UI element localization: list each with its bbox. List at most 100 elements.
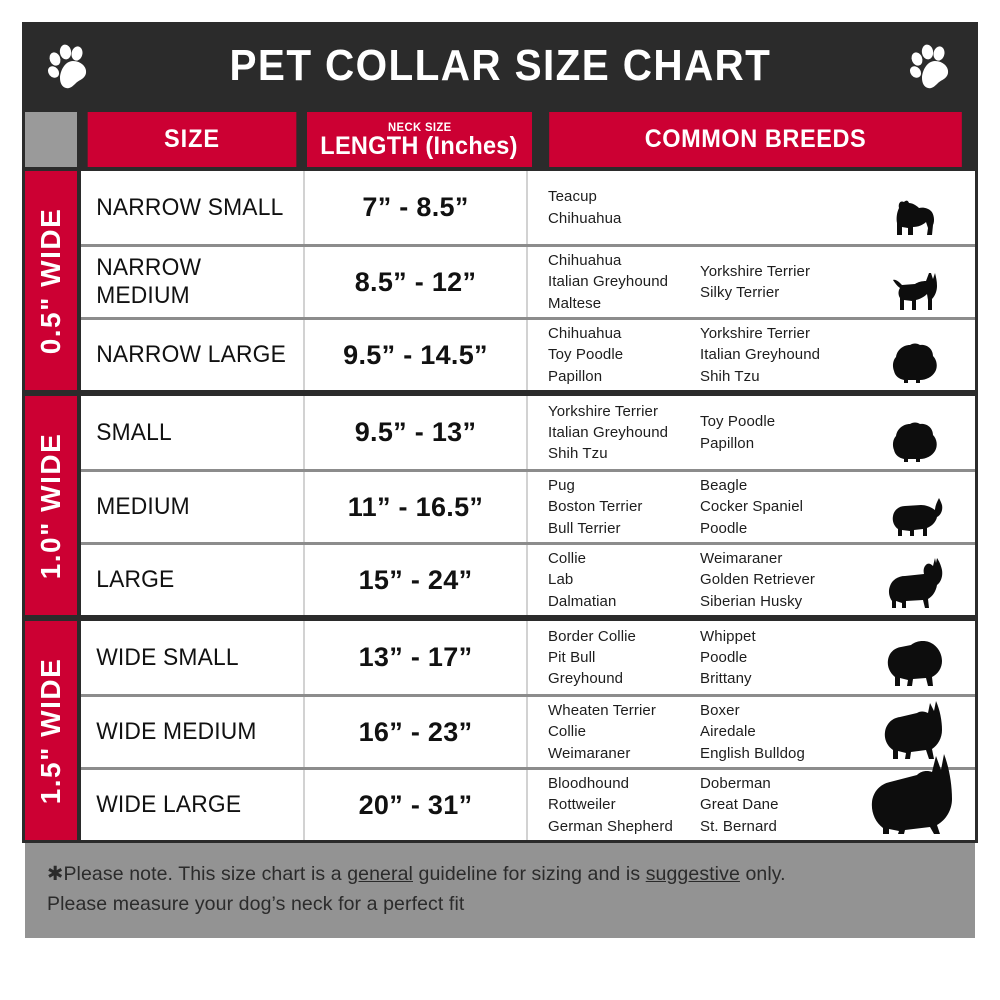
breed-name: Yorkshire Terrier: [700, 262, 811, 280]
cell-common-breeds: Pug Boston Terrier Bull Terrier Beagle Cocke…: [528, 472, 857, 542]
footer-line-1: ✱Please note. This size chart is a gener…: [47, 859, 953, 889]
breed-name: Toy Poodle: [548, 346, 624, 364]
breed-name: Lab: [548, 571, 574, 589]
column-header-length: NECK SIZE LENGTH (Inches): [307, 112, 532, 167]
cell-neck-length: 7” - 8.5”: [303, 171, 528, 244]
breed-name: Collie: [548, 723, 587, 741]
boxer-silhouette-icon: [857, 697, 975, 767]
cell-neck-length: 9.5” - 14.5”: [303, 320, 528, 390]
breed-column: Bloodhound Rottweiler German Shepherd: [548, 773, 700, 837]
cell-size-name: WIDE MEDIUM: [96, 718, 257, 745]
pug-silhouette-icon: [857, 472, 975, 542]
footer-underline-suggestive: suggestive: [645, 863, 740, 885]
group-rows: WIDE SMALL 13” - 17” Border Collie Pit Bull…: [81, 621, 975, 840]
breed-name: Italian Greyhound: [548, 273, 669, 291]
breed-name: Siberian Husky: [700, 592, 803, 610]
chihuahua-silhouette-icon: [857, 247, 975, 317]
doberman-silhouette-icon: [857, 754, 975, 840]
size-group: 1.5" WIDE WIDE SMALL 13” - 17” Border Colli…: [22, 618, 978, 843]
breed-name: Weimaraner: [700, 550, 783, 568]
cell-size-name: WIDE SMALL: [96, 643, 239, 671]
breed-name: Rottweiler: [548, 796, 616, 814]
breed-name: Wheaten Terrier: [548, 702, 656, 720]
breed-name: St. Bernard: [700, 817, 777, 835]
breed-column: Collie Lab Dalmatian: [548, 548, 700, 612]
breed-name: Pug: [548, 477, 575, 495]
breed-column: Whippet Poodle Brittany: [700, 626, 852, 690]
breed-column: Yorkshire Terrier Italian Greyhound Shih T…: [700, 323, 852, 387]
cell-common-breeds: Chihuahua Toy Poodle Papillon Yorkshire Ter…: [528, 320, 857, 390]
cell-size-name: SMALL: [96, 418, 172, 446]
breed-name: Weimaraner: [548, 744, 631, 762]
breed-name: Italian Greyhound: [700, 346, 821, 364]
breed-name: Chihuahua: [548, 325, 622, 343]
breed-name: Cocker Spaniel: [700, 498, 804, 516]
breed-column: Weimaraner Golden Retriever Siberian Husky: [700, 548, 852, 612]
group-width-label: 1.5" WIDE: [25, 621, 77, 840]
breed-name: Silky Terrier: [700, 284, 780, 301]
breed-name: English Bulldog: [700, 744, 805, 762]
retriever-silhouette-icon: [857, 545, 975, 615]
header-corner-cell: [25, 112, 77, 167]
breed-column: Pug Boston Terrier Bull Terrier: [548, 475, 700, 539]
breed-name: Poodle: [700, 648, 748, 666]
breed-name: Yorkshire Terrier: [700, 325, 811, 343]
breed-name: Maltese: [548, 294, 602, 312]
breed-name: Border Collie: [548, 627, 637, 645]
breed-column: Toy Poodle Papillon: [700, 411, 852, 454]
breed-name: Dalmatian: [548, 592, 617, 610]
table-row: MEDIUM 11” - 16.5” Pug Boston Terrier Bull T…: [81, 469, 975, 542]
breed-name: Teacup: [548, 188, 597, 206]
breed-name: Toy Poodle: [700, 413, 776, 431]
yorkshire-terrier-silhouette-icon: [857, 171, 975, 244]
breed-name: Chihuahua: [548, 252, 622, 270]
breed-column: Yorkshire Terrier Italian Greyhound Shih T…: [548, 401, 700, 465]
table-row: WIDE MEDIUM 16” - 23” Wheaten Terrier Colli…: [81, 694, 975, 767]
breed-name: Shih Tzu: [548, 445, 608, 463]
footer-text-b: guideline for sizing and is: [412, 863, 646, 885]
pomeranian-silhouette-icon: [857, 320, 975, 390]
breed-column: Boxer Airedale English Bulldog: [700, 700, 852, 764]
paw-print-icon: [909, 44, 949, 89]
cell-neck-length: 16” - 23”: [303, 697, 528, 767]
footer-text-c: only.: [739, 863, 786, 885]
table-row: WIDE SMALL 13” - 17” Border Collie Pit Bull…: [81, 621, 975, 694]
breed-name: Italian Greyhound: [548, 423, 669, 441]
column-header-length-sub: NECK SIZE: [387, 119, 452, 134]
paw-print-icon: [47, 44, 87, 89]
breed-name: Whippet: [700, 627, 756, 645]
breed-name: Airedale: [700, 723, 756, 741]
table-row: NARROW LARGE 9.5” - 14.5” Chihuahua Toy Poo…: [81, 317, 975, 390]
footer-note: ✱Please note. This size chart is a gener…: [25, 843, 975, 938]
breed-name: Yorkshire Terrier: [548, 402, 659, 420]
breed-name: Golden Retriever: [700, 571, 815, 589]
cell-neck-length: 15” - 24”: [303, 545, 528, 615]
breed-name: Bloodhound: [548, 775, 630, 793]
column-header-size: SIZE: [87, 112, 297, 167]
breed-name: Papillon: [700, 434, 755, 452]
table-row: NARROW MEDIUM 8.5” - 12” Chihuahua Italian …: [81, 244, 975, 317]
breed-name: Chihuahua: [548, 209, 622, 227]
table-row: NARROW SMALL 7” - 8.5” Teacup Chihuahua: [81, 171, 975, 244]
breed-name: Greyhound: [548, 670, 624, 688]
table-row: LARGE 15” - 24” Collie Lab Dalmatian Weimaran…: [81, 542, 975, 615]
breed-name: Brittany: [700, 670, 752, 688]
cell-common-breeds: Collie Lab Dalmatian Weimaraner Golden Retri…: [528, 545, 857, 615]
group-width-label-text: 1.0" WIDE: [35, 432, 66, 579]
breed-column: Teacup Chihuahua: [548, 186, 700, 229]
cell-size-name: WIDE LARGE: [96, 791, 242, 818]
group-width-label: 1.0" WIDE: [25, 396, 77, 615]
cell-common-breeds: Border Collie Pit Bull Greyhound Whippet Poo…: [528, 621, 857, 694]
cell-common-breeds: Teacup Chihuahua: [528, 171, 857, 244]
breed-name: Poodle: [700, 519, 748, 537]
breed-name: German Shepherd: [548, 817, 673, 835]
footer-underline-general: general: [347, 863, 413, 885]
breed-column: Yorkshire Terrier Silky Terrier: [700, 261, 852, 304]
breed-column: Wheaten Terrier Collie Weimaraner: [548, 700, 700, 764]
group-width-label-text: 0.5" WIDE: [35, 207, 66, 354]
pomeranian-silhouette-icon: [857, 396, 975, 469]
breed-column: Chihuahua Toy Poodle Papillon: [548, 323, 700, 387]
cell-size-name: NARROW SMALL: [96, 193, 284, 221]
cell-size-name: NARROW MEDIUM: [96, 254, 202, 309]
page-title: PET COLLAR SIZE CHART: [229, 40, 771, 90]
